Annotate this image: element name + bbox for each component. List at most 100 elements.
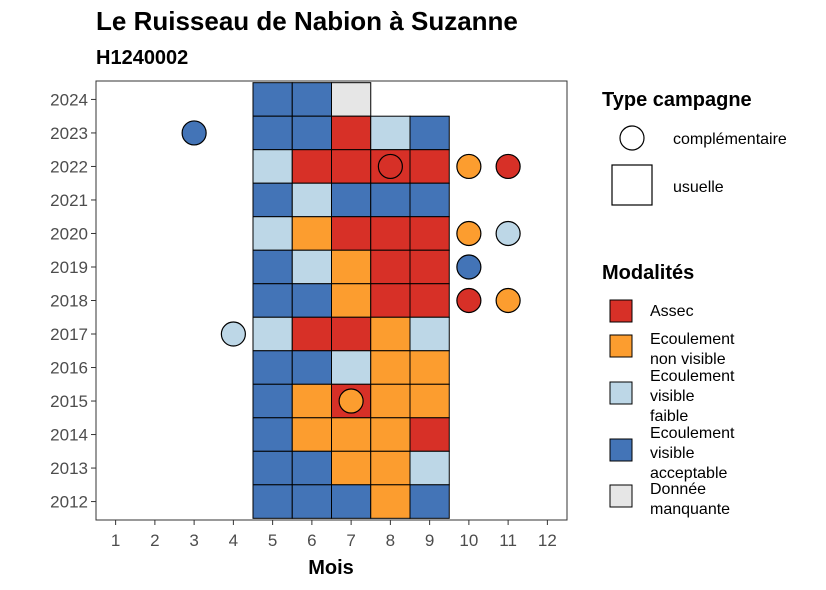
y-tick-label-2024: 2024 bbox=[50, 90, 88, 109]
tile-2022-6 bbox=[291, 149, 332, 184]
legend-key-complementaire bbox=[619, 125, 645, 151]
y-tick-label-2015: 2015 bbox=[50, 392, 88, 411]
y-tick-label-2016: 2016 bbox=[50, 359, 88, 378]
x-tick-label-2: 2 bbox=[150, 531, 159, 550]
tile-2012-9 bbox=[409, 484, 450, 519]
tile-2024-6 bbox=[291, 82, 332, 117]
tile-2014-5 bbox=[252, 417, 293, 452]
tile-2024-5 bbox=[252, 82, 293, 117]
tile-2013-8 bbox=[370, 450, 411, 486]
tile-2018-7 bbox=[331, 283, 372, 318]
point-2019-10 bbox=[456, 254, 482, 280]
y-tick-label-2012: 2012 bbox=[50, 493, 88, 512]
point-2022-8 bbox=[377, 153, 403, 180]
x-tick-label-9: 9 bbox=[425, 531, 434, 550]
tiles-layer bbox=[252, 82, 450, 519]
tile-2020-8 bbox=[370, 216, 411, 251]
tile-2019-5 bbox=[252, 249, 293, 285]
tile-2012-6 bbox=[291, 484, 332, 519]
tile-2021-6 bbox=[291, 182, 332, 218]
legend-label-assec-1: Assec bbox=[650, 303, 694, 320]
tile-2016-9 bbox=[409, 350, 450, 385]
tile-2018-6 bbox=[291, 283, 332, 318]
tile-2017-9 bbox=[409, 316, 450, 352]
y-tick-label-2013: 2013 bbox=[50, 459, 88, 478]
legend-swatch-faible bbox=[609, 381, 633, 405]
tile-2023-9 bbox=[409, 115, 450, 151]
y-tick-label-2017: 2017 bbox=[50, 325, 88, 344]
point-2018-10 bbox=[456, 287, 482, 314]
tile-2014-7 bbox=[331, 417, 372, 452]
tile-2016-8 bbox=[370, 350, 411, 385]
point-2022-11 bbox=[495, 153, 521, 180]
tile-2018-5 bbox=[252, 283, 293, 318]
x-tick-label-4: 4 bbox=[229, 531, 238, 550]
x-tick-label-10: 10 bbox=[459, 531, 478, 550]
tile-2019-6 bbox=[291, 249, 332, 285]
tile-2012-5 bbox=[252, 484, 293, 519]
legend-label-faible-3: faible bbox=[650, 408, 688, 425]
tile-2015-5 bbox=[252, 383, 293, 419]
legend-shape-title: Type campagne bbox=[602, 89, 752, 111]
tile-2014-6 bbox=[291, 417, 332, 452]
tile-2021-8 bbox=[370, 182, 411, 218]
tile-2013-5 bbox=[252, 450, 293, 486]
legend-swatch-nonvisible bbox=[609, 334, 633, 358]
point-2023-3 bbox=[181, 120, 207, 146]
tile-2016-5 bbox=[252, 350, 293, 385]
x-tick-label-7: 7 bbox=[346, 531, 355, 550]
tile-2018-9 bbox=[409, 283, 450, 318]
legend-label-nonvisible-2: non visible bbox=[650, 351, 726, 368]
legend-label-complementaire: complémentaire bbox=[673, 131, 787, 148]
point-2017-4 bbox=[220, 321, 246, 347]
chart-title: Le Ruisseau de Nabion à Suzanne bbox=[96, 6, 518, 36]
tile-2019-7 bbox=[331, 249, 372, 285]
point-2015-7 bbox=[338, 388, 364, 414]
legend-label-usuelle: usuelle bbox=[673, 179, 724, 196]
y-tick-label-2014: 2014 bbox=[50, 426, 88, 445]
tile-2021-7 bbox=[331, 182, 372, 218]
tile-2014-9 bbox=[409, 417, 450, 452]
tile-2012-7 bbox=[331, 484, 372, 519]
x-tick-label-3: 3 bbox=[189, 531, 198, 550]
x-tick-label-1: 1 bbox=[111, 531, 120, 550]
tile-2023-6 bbox=[291, 115, 332, 151]
legend-swatch-assec bbox=[609, 299, 633, 323]
legend-swatch-acceptable bbox=[609, 438, 633, 462]
tile-2023-7 bbox=[331, 115, 372, 151]
point-2018-11 bbox=[495, 287, 521, 314]
tile-2016-6 bbox=[291, 350, 332, 385]
x-tick-label-12: 12 bbox=[538, 531, 557, 550]
tile-2018-8 bbox=[370, 283, 411, 318]
tile-2021-5 bbox=[252, 182, 293, 218]
y-tick-label-2019: 2019 bbox=[50, 258, 88, 277]
tile-2013-9 bbox=[409, 450, 450, 486]
tile-2020-7 bbox=[331, 216, 372, 251]
legend-label-manquante-1: Donnée bbox=[650, 481, 706, 498]
x-tick-label-5: 5 bbox=[268, 531, 277, 550]
point-2022-10 bbox=[456, 153, 482, 180]
tile-2020-6 bbox=[291, 216, 332, 251]
tile-2022-5 bbox=[252, 149, 293, 184]
legend-label-acceptable-2: visible bbox=[650, 445, 695, 462]
tile-2020-9 bbox=[409, 216, 450, 251]
tile-2019-9 bbox=[409, 249, 450, 285]
x-tick-label-8: 8 bbox=[386, 531, 395, 550]
point-2020-10 bbox=[456, 220, 482, 247]
tile-2020-5 bbox=[252, 216, 293, 251]
tile-2013-6 bbox=[291, 450, 332, 486]
tile-2023-5 bbox=[252, 115, 293, 151]
x-tick-label-11: 11 bbox=[499, 531, 517, 550]
y-tick-label-2022: 2022 bbox=[50, 157, 88, 176]
legend-label-manquante-2: manquante bbox=[650, 501, 730, 518]
tile-2022-7 bbox=[331, 149, 372, 184]
tile-2017-7 bbox=[331, 316, 372, 352]
tile-2024-7 bbox=[331, 82, 372, 117]
point-2020-11 bbox=[495, 220, 521, 247]
tile-2023-8 bbox=[370, 115, 411, 151]
points-layer bbox=[181, 120, 521, 414]
y-tick-label-2023: 2023 bbox=[50, 124, 88, 143]
tile-2015-9 bbox=[409, 383, 450, 419]
